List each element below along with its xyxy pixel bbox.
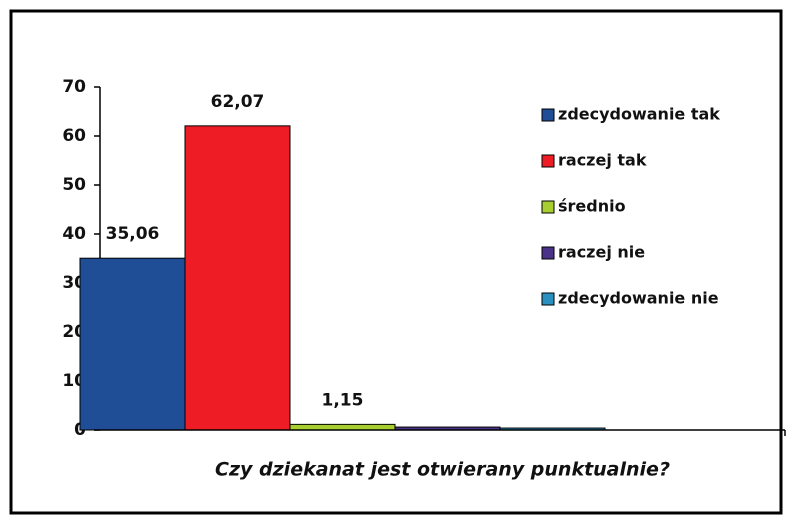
y-tick-label: 40 [62,224,86,244]
legend-swatch [541,292,555,306]
y-tick-label: 70 [62,77,86,97]
legend-label: zdecydowanie tak [558,105,720,124]
legend-label: raczej nie [558,243,645,262]
bar [184,125,291,431]
legend-label: średnio [558,197,626,216]
legend-label: raczej tak [558,151,647,170]
legend-swatch [541,246,555,260]
data-label: 1,15 [322,390,364,410]
data-label: 62,07 [211,92,265,112]
bar [289,423,396,431]
legend-swatch [541,200,555,214]
y-tick-label: 50 [62,175,86,195]
bar [79,257,186,431]
legend-swatch [541,154,555,168]
legend-label: zdecydowanie nie [558,289,719,308]
legend-swatch [541,108,555,122]
y-tick-label: 60 [62,126,86,146]
data-label: 35,06 [106,224,160,244]
x-category-label: Czy dziekanat jest otwierany punktualnie… [215,459,670,481]
